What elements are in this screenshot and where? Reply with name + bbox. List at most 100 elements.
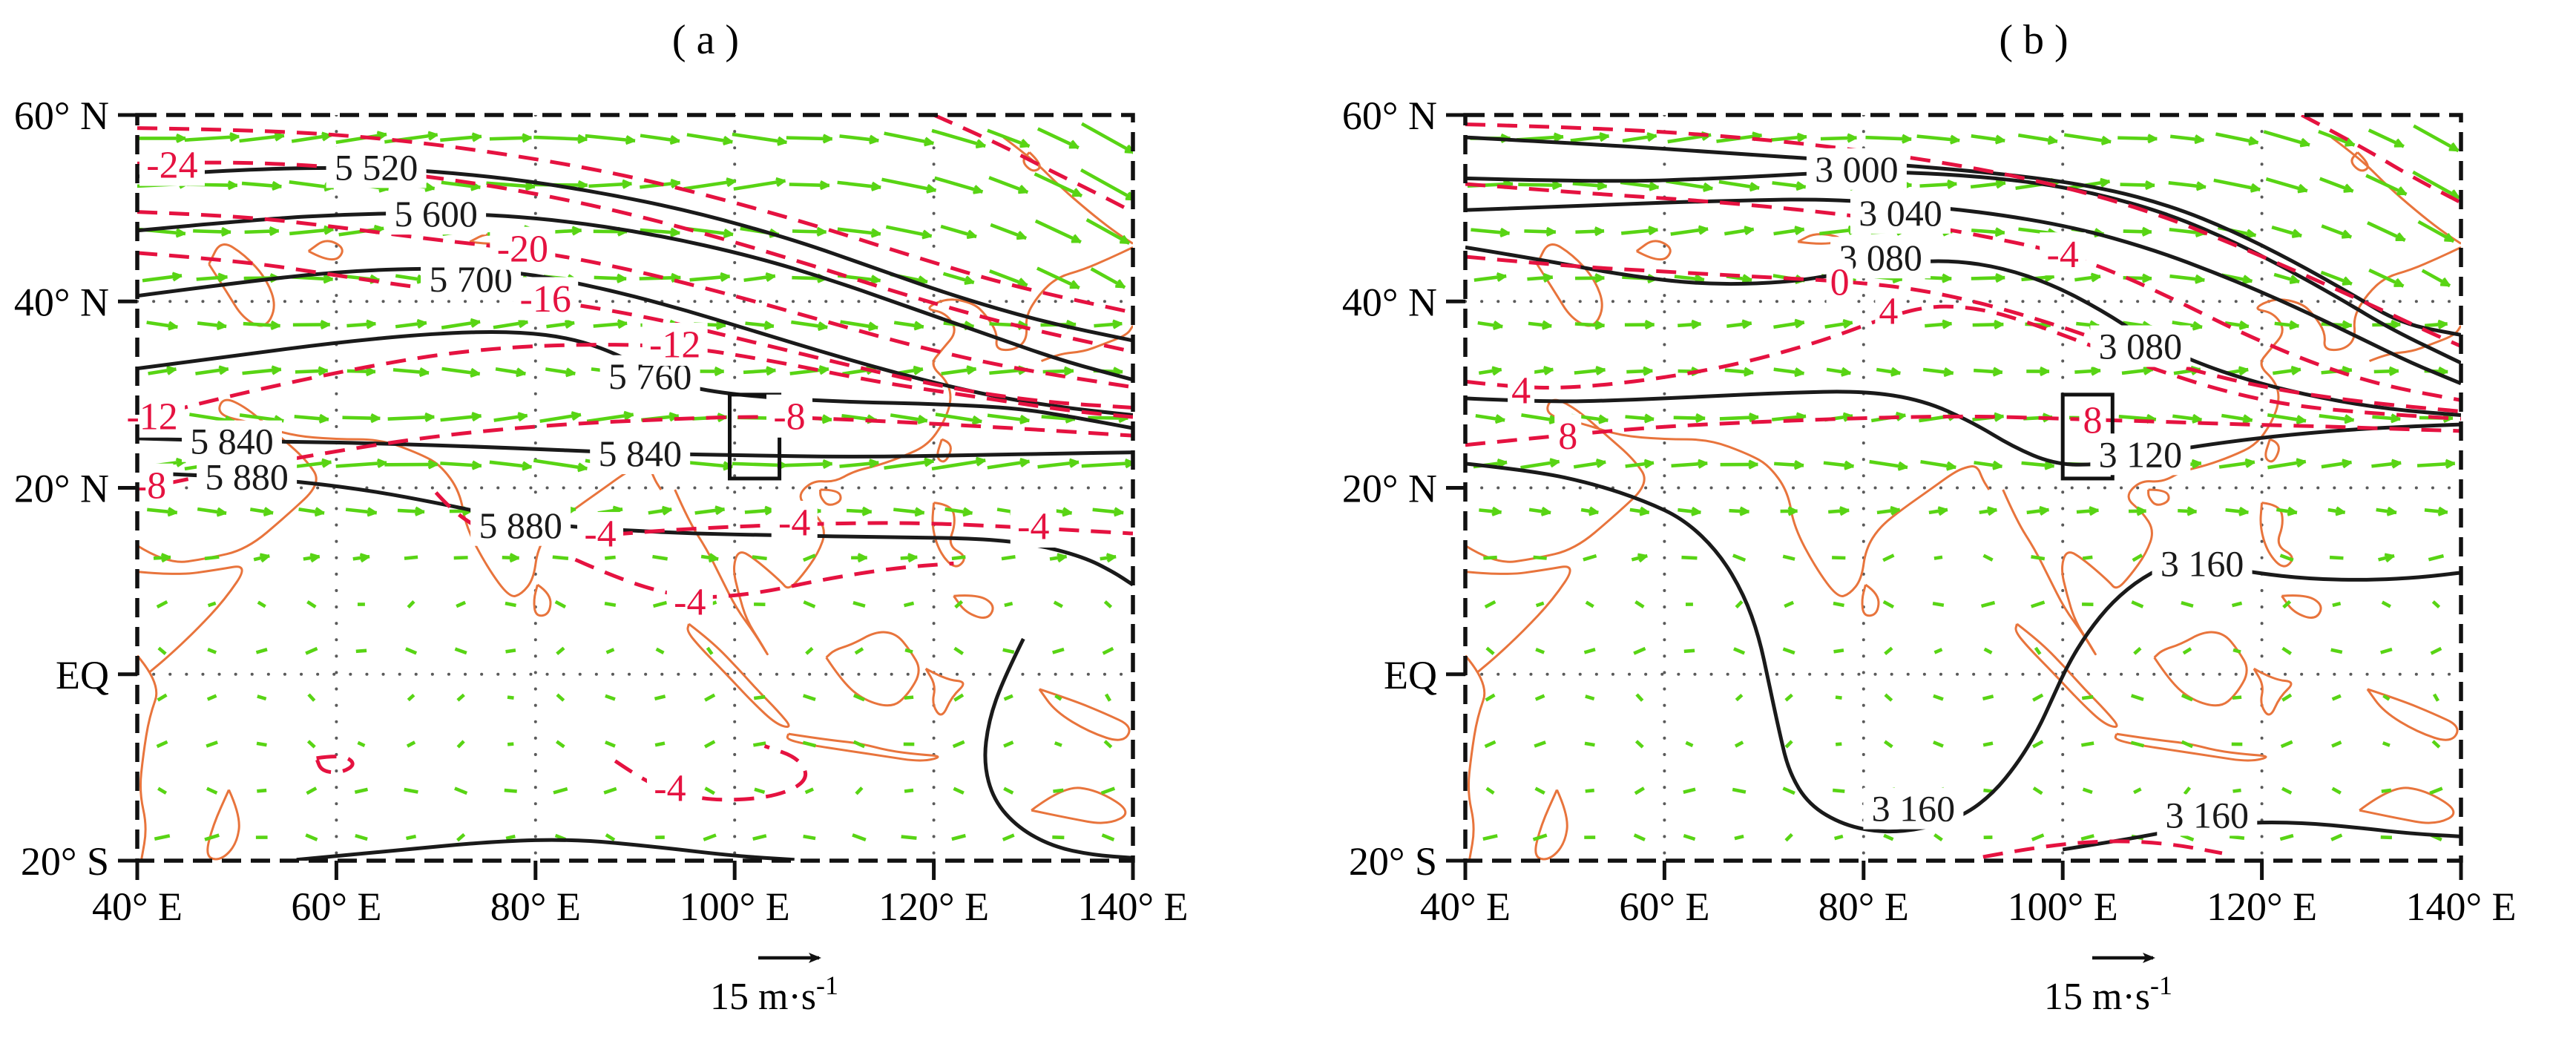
contour-label: 3 160 <box>2166 794 2250 835</box>
contour-label-bg <box>1806 148 1907 190</box>
wind-arrow <box>1869 459 1908 470</box>
scale-label: 15 m·s-1 <box>2044 970 2172 1018</box>
wind-arrowhead <box>1542 272 1552 279</box>
wind-arrowhead <box>2191 459 2201 465</box>
wind-arrow <box>404 555 418 560</box>
wind-arrowhead <box>1748 459 1758 466</box>
y-tick-label: 40° N <box>14 280 109 324</box>
wind-arrow <box>2368 128 2405 148</box>
wind-arrowhead <box>617 319 626 325</box>
wind-arrow <box>2031 833 2045 841</box>
wind-arrow <box>2215 132 2259 145</box>
wind-arrow <box>940 224 977 239</box>
wind-arrowhead <box>2147 134 2157 140</box>
wind-arrowhead <box>1741 319 1751 325</box>
wind-arrow <box>1477 321 1503 329</box>
wind-arrowhead <box>2342 366 2351 372</box>
height-contour <box>1465 390 2461 467</box>
wind-arrowhead <box>819 180 829 187</box>
wind-arrow <box>803 834 816 841</box>
wind-arrow <box>306 600 317 608</box>
wind-arrow <box>441 320 481 329</box>
wind-arrow <box>605 833 616 842</box>
wind-arrow <box>1882 600 1895 609</box>
wind-arrow <box>242 367 282 375</box>
wind-arrowhead <box>1739 506 1749 513</box>
wind-arrow <box>1003 740 1014 748</box>
wind-arrow <box>586 413 634 424</box>
wind-arrow <box>839 134 879 142</box>
wind-arrowhead <box>1545 226 1555 234</box>
wind-arrow <box>2372 415 2401 421</box>
wind-arrow <box>1784 693 1793 702</box>
wind-arrow <box>291 134 332 143</box>
wind-arrowhead <box>373 224 383 230</box>
wind-arrowhead <box>270 320 280 327</box>
wind-arrow <box>406 834 417 841</box>
wind-arrow <box>1535 648 1545 654</box>
coastline <box>2153 631 2248 707</box>
wind-arrow <box>2229 835 2245 840</box>
wind-arrow <box>2421 269 2451 288</box>
wind-arrow <box>1572 182 1607 188</box>
contour-label: -4 <box>654 768 686 810</box>
wind-arrowhead <box>227 180 237 187</box>
wind-arrowhead <box>321 131 330 137</box>
wind-arrow <box>1876 367 1901 375</box>
wind-arrowhead <box>1019 457 1028 464</box>
contour-label: -4 <box>2047 234 2079 276</box>
wind-arrow <box>1085 218 1131 246</box>
wind-arrowhead <box>2384 553 2393 558</box>
temperature-contour <box>137 415 1133 492</box>
wind-arrow <box>2329 555 2344 560</box>
wind-arrow <box>951 833 966 841</box>
wind-arrowhead <box>1896 411 1905 417</box>
wind-arrow <box>752 741 766 747</box>
wind-arrow <box>257 694 267 701</box>
wind-arrow <box>1773 227 1805 236</box>
wind-arrowhead <box>2251 183 2260 191</box>
wind-arrow <box>1732 554 1747 562</box>
wind-arrow <box>157 786 168 795</box>
wind-arrow <box>1865 135 1912 141</box>
wind-arrowhead <box>2044 460 2054 467</box>
wind-arrow <box>1634 786 1645 795</box>
wind-arrow <box>207 601 217 608</box>
wind-arrowhead <box>1890 367 1900 375</box>
wind-arrow <box>2281 646 2293 655</box>
wind-arrowhead <box>320 319 329 326</box>
scale-arrow-head <box>809 953 821 963</box>
wind-arrowhead <box>323 274 332 281</box>
wind-arrowhead <box>726 177 735 183</box>
wind-arrow <box>2281 693 2293 702</box>
wind-arrowhead <box>816 226 826 234</box>
wind-arrowhead <box>716 320 725 327</box>
wind-arrow <box>935 413 982 424</box>
wind-arrowhead <box>509 553 519 559</box>
wind-arrow <box>988 176 1029 194</box>
wind-arrow <box>2034 646 2042 655</box>
wind-arrow <box>1883 740 1893 749</box>
wind-arrow <box>1635 693 1644 702</box>
wind-arrowhead <box>1543 366 1552 372</box>
wind-arrowhead <box>2136 506 2146 513</box>
wind-arrow <box>1970 181 2006 189</box>
wind-arrowhead <box>2343 229 2351 238</box>
coastline <box>2147 488 2170 506</box>
temperature-contour <box>1465 122 2461 348</box>
wind-arrow <box>2380 647 2393 654</box>
wind-arrow <box>1081 461 1133 468</box>
wind-arrowhead <box>714 505 724 511</box>
wind-arrow <box>454 647 467 655</box>
wind-arrow <box>732 461 787 467</box>
wind-arrowhead <box>522 461 531 468</box>
wind-arrowhead <box>1841 367 1850 375</box>
temperature-contour <box>434 491 1133 542</box>
wind-arrow <box>1982 554 1994 562</box>
wind-arrow <box>1573 460 1606 469</box>
contour-label: 5 880 <box>479 505 562 546</box>
wind-arrowhead <box>766 366 775 372</box>
wind-arrowhead <box>2346 137 2354 146</box>
wind-arrow <box>654 741 666 747</box>
wind-arrow <box>2181 693 2193 702</box>
